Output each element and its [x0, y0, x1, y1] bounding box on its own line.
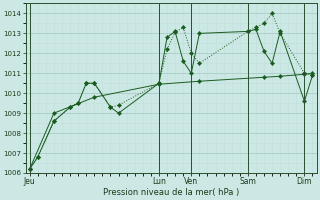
- X-axis label: Pression niveau de la mer( hPa ): Pression niveau de la mer( hPa ): [103, 188, 239, 197]
